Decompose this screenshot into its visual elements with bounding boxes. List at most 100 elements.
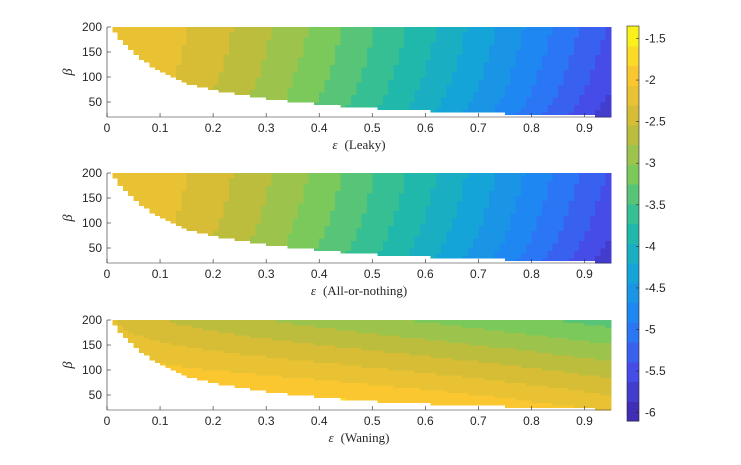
heatmap-cell (255, 89, 262, 93)
heatmap-cell (589, 44, 596, 48)
heatmap-cell (573, 37, 580, 41)
heatmap-cell (520, 54, 527, 58)
heatmap-cell (441, 228, 448, 232)
heatmap-cell (319, 29, 326, 33)
heatmap-cell (303, 228, 310, 232)
heatmap-cell (308, 225, 315, 229)
heatmap-cell (260, 210, 267, 214)
heatmap-cell (377, 238, 384, 242)
heatmap-cell (595, 42, 601, 46)
heatmap-cell (478, 89, 485, 93)
heatmap-cell (515, 42, 522, 46)
heatmap-cell (175, 220, 182, 224)
heatmap-cell (568, 77, 575, 81)
heatmap-cell (234, 62, 241, 66)
heatmap-cell (526, 258, 533, 262)
heatmap-cell (404, 245, 410, 249)
heatmap-cell (308, 44, 315, 48)
heatmap-cell (197, 34, 204, 38)
heatmap-cell (515, 233, 522, 237)
heatmap-cell (473, 198, 479, 202)
heatmap-cell (494, 215, 501, 219)
heatmap-cell (282, 215, 288, 219)
heatmap-cell (329, 183, 336, 187)
heatmap-cell (446, 94, 453, 98)
heatmap-cell (282, 89, 288, 93)
heatmap-cell (335, 230, 342, 234)
heatmap-cell (260, 77, 267, 81)
heatmap-cell (292, 47, 299, 51)
heatmap-cell (547, 79, 554, 83)
heatmap-cell (420, 29, 426, 33)
heatmap-cell (372, 213, 379, 217)
heatmap-cell (520, 188, 527, 192)
heatmap-cell (536, 29, 543, 33)
heatmap-cell (313, 213, 320, 217)
heatmap-cell (420, 82, 426, 86)
heatmap-cell (388, 49, 395, 53)
heatmap-cell (319, 240, 326, 244)
heatmap-cell (297, 175, 304, 179)
heatmap-cell (462, 213, 469, 217)
heatmap-cell (340, 67, 347, 71)
heatmap-cell (478, 185, 485, 189)
heatmap-cell (504, 203, 511, 207)
heatmap-cell (122, 178, 129, 182)
heatmap-cell (181, 27, 188, 31)
heatmap-cell (605, 87, 612, 91)
heatmap-cell (441, 245, 448, 249)
heatmap-cell (239, 59, 246, 63)
heatmap-cell (398, 198, 405, 202)
heatmap-cell (303, 34, 310, 38)
heatmap-cell (398, 183, 405, 187)
heatmap-cell (366, 77, 373, 81)
heatmap-cell (515, 245, 522, 249)
heatmap-cell (250, 92, 257, 96)
heatmap-cell (457, 107, 464, 111)
heatmap-cell (361, 210, 368, 214)
heatmap-cell (282, 223, 288, 227)
heatmap-cell (467, 44, 474, 48)
heatmap-cell (234, 72, 241, 76)
heatmap-cell (483, 190, 490, 194)
heatmap-cell (255, 29, 262, 33)
heatmap-cell (181, 205, 188, 209)
heatmap-cell (510, 49, 517, 53)
heatmap-cell (515, 67, 522, 71)
heatmap-cell (441, 210, 448, 214)
heatmap-cell (287, 215, 294, 219)
heatmap-cell (271, 195, 278, 199)
heatmap-cell (175, 67, 182, 71)
heatmap-cell (568, 64, 575, 68)
heatmap-cell (308, 215, 315, 219)
heatmap-cell (483, 215, 490, 219)
heatmap-cell (335, 67, 342, 71)
heatmap-cell (467, 72, 474, 76)
heatmap-cell (404, 225, 410, 229)
heatmap-cell (520, 99, 527, 103)
heatmap-cell (520, 175, 527, 179)
heatmap-cell (382, 104, 389, 108)
heatmap-cell (462, 94, 469, 98)
heatmap-cell (435, 228, 442, 232)
heatmap-cell (499, 253, 506, 257)
heatmap-cell (282, 34, 288, 38)
heatmap-cell (234, 205, 241, 209)
heatmap-cell (409, 240, 416, 244)
heatmap-cell (117, 32, 124, 36)
heatmap-cell (319, 188, 326, 192)
heatmap-cell (520, 47, 527, 51)
heatmap-cell (292, 193, 299, 197)
heatmap-cell (605, 57, 612, 61)
heatmap-cell (297, 238, 304, 242)
heatmap-cell (595, 92, 601, 96)
x-tick-label: 0 (104, 121, 111, 135)
heatmap-cell (446, 57, 453, 61)
heatmap-cell (271, 27, 278, 31)
heatmap-cell (526, 208, 533, 212)
heatmap-cell (255, 74, 262, 78)
heatmap-cell (595, 39, 601, 43)
heatmap-cell (303, 32, 310, 36)
heatmap-cell (202, 180, 209, 184)
heatmap-cell (351, 59, 357, 63)
